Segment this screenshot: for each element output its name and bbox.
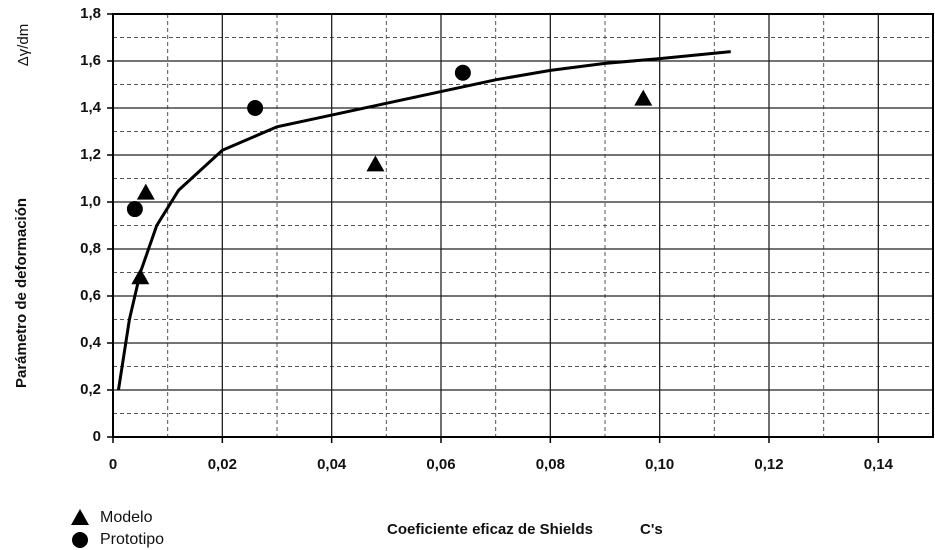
triangle-marker bbox=[136, 183, 155, 200]
x-tick-label: 0,02 bbox=[208, 456, 237, 473]
y-tick-label: 1,4 bbox=[80, 99, 102, 116]
circle-marker bbox=[247, 100, 264, 116]
y-tick-label: 1,2 bbox=[80, 146, 101, 163]
x-tick-label: 0 bbox=[109, 456, 117, 473]
y-tick-label: 1,0 bbox=[80, 193, 101, 210]
triangle-marker bbox=[366, 155, 385, 172]
x-tick-label: 0,04 bbox=[317, 456, 347, 473]
y-tick-label: 0,8 bbox=[80, 240, 101, 257]
y-tick-label: 0,6 bbox=[80, 287, 101, 304]
x-tick-label: 0,12 bbox=[754, 456, 783, 473]
x-axis-label: Coeficiente eficaz de Shields bbox=[387, 521, 593, 538]
x-tick-label: 0,10 bbox=[645, 456, 674, 473]
fit-line bbox=[116, 50, 731, 391]
circle-marker bbox=[72, 532, 88, 548]
y-tick-label: 0,2 bbox=[80, 381, 101, 398]
legend-label: Prototipo bbox=[100, 531, 164, 548]
x-tick-label: 0,08 bbox=[536, 456, 565, 473]
x-axis-symbol: C's bbox=[640, 521, 663, 538]
y-tick-label: 0,4 bbox=[80, 334, 102, 351]
triangle-marker bbox=[131, 268, 150, 285]
circle-marker bbox=[454, 64, 471, 81]
y-tick-label: 1,8 bbox=[80, 5, 101, 22]
y-axis-symbol: Δγ/dm bbox=[15, 24, 32, 67]
y-axis-label: Parámetro de deformación bbox=[13, 198, 30, 388]
plot-frame bbox=[112, 13, 934, 438]
circle-marker bbox=[126, 201, 143, 218]
x-tick-label: 0,06 bbox=[426, 456, 455, 473]
y-tick-label: 0 bbox=[93, 428, 101, 445]
x-tick-label: 0,14 bbox=[864, 456, 894, 473]
legend-label: Modelo bbox=[100, 509, 153, 526]
triangle-marker bbox=[71, 509, 89, 525]
triangle-marker bbox=[634, 89, 653, 106]
y-tick-label: 1,6 bbox=[80, 52, 101, 69]
